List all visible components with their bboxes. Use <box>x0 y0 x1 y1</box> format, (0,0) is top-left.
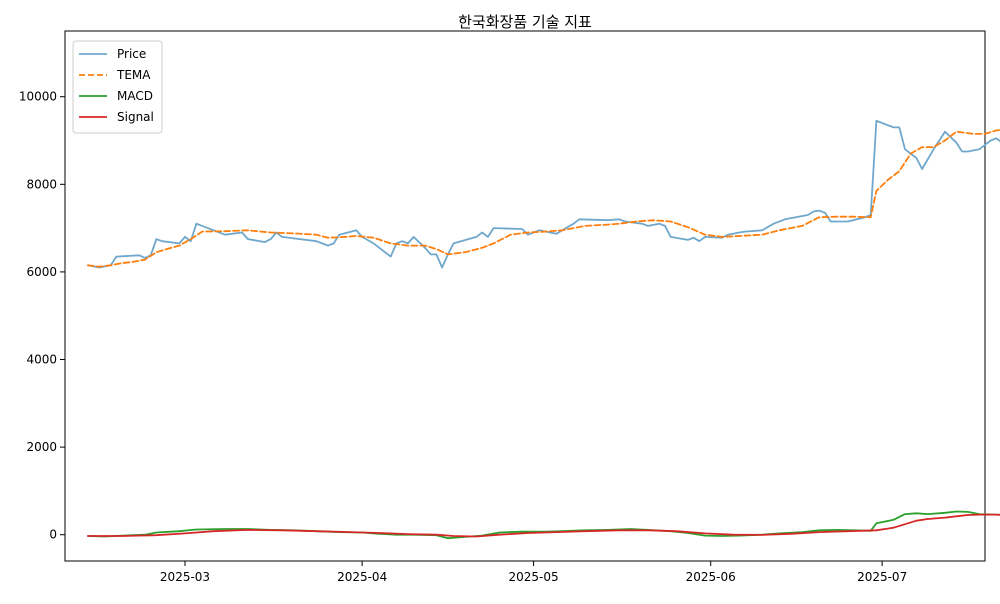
series-line-price <box>87 119 1000 269</box>
x-tick-label: 2025-05 <box>509 570 559 584</box>
legend-label-macd: MACD <box>117 89 153 103</box>
series-line-macd <box>87 510 1000 540</box>
x-tick-label: 2025-03 <box>160 570 210 584</box>
y-tick-label: 8000 <box>26 177 57 191</box>
y-axis: 0 2000 4000 6000 8000 10000 <box>19 90 65 542</box>
x-tick-label: 2025-06 <box>686 570 736 584</box>
series-line-signal <box>87 513 1000 538</box>
chart-title: 한국화장품 기술 지표 <box>458 13 592 31</box>
y-tick-label: 4000 <box>26 353 57 367</box>
y-tick-label: 0 <box>49 528 57 542</box>
legend-label-price: Price <box>117 47 146 61</box>
x-axis: 2025-03 2025-04 2025-05 2025-06 2025-07 <box>160 561 907 584</box>
legend-label-signal: Signal <box>117 110 154 124</box>
x-tick-label: 2025-04 <box>337 570 387 584</box>
legend-label-tema: TEMA <box>116 68 151 82</box>
series-layer <box>87 119 1000 540</box>
series-line-tema <box>87 129 1000 268</box>
legend: Price TEMA MACD Signal <box>72 40 163 134</box>
plot-area-frame <box>64 30 986 562</box>
y-tick-label: 6000 <box>26 265 57 279</box>
x-tick-label: 2025-07 <box>857 570 907 584</box>
y-tick-label: 2000 <box>26 440 57 454</box>
legend-frame <box>72 40 163 134</box>
y-tick-label: 10000 <box>19 90 57 104</box>
